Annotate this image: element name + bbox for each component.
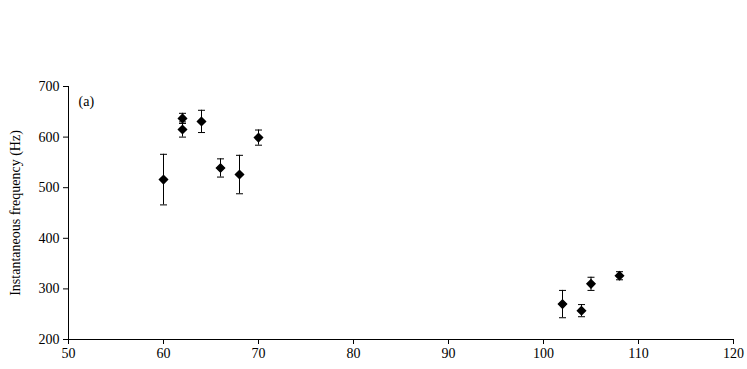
svg-text:Instantaneous frequency (Hz): Instantaneous frequency (Hz): [8, 130, 24, 296]
svg-text:100: 100: [533, 346, 554, 361]
svg-text:110: 110: [628, 346, 648, 361]
svg-text:500: 500: [39, 180, 60, 195]
svg-text:300: 300: [39, 281, 60, 296]
svg-text:60: 60: [157, 346, 171, 361]
svg-text:600: 600: [39, 130, 60, 145]
svg-text:700: 700: [39, 79, 60, 94]
svg-text:50: 50: [62, 346, 76, 361]
svg-text:200: 200: [39, 332, 60, 347]
svg-text:70: 70: [252, 346, 266, 361]
svg-text:120: 120: [723, 346, 744, 361]
svg-text:400: 400: [39, 231, 60, 246]
svg-text:90: 90: [442, 346, 456, 361]
svg-text:80: 80: [347, 346, 361, 361]
svg-text:(a): (a): [79, 94, 95, 110]
